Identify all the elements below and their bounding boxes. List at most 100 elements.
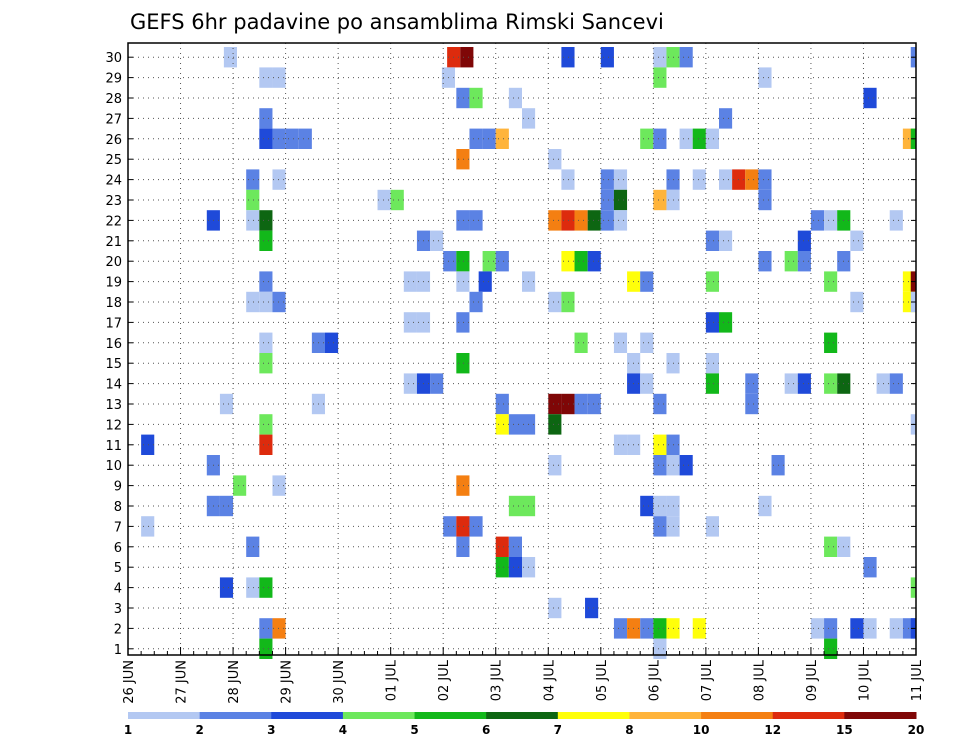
- y-tick-label: 15: [105, 357, 122, 372]
- precip-cell: [482, 251, 496, 272]
- precip-cell: [272, 169, 286, 190]
- precip-cell: [430, 230, 444, 251]
- precip-cell: [613, 210, 628, 231]
- precip-cell: [745, 169, 759, 190]
- x-tick-label: 27 JUN: [175, 660, 190, 704]
- precip-cell: [613, 332, 628, 353]
- x-axis: 26 JUN 27 JUN 28 JUN 29 JUN 30 JUN 01 JUL 02 J…: [122, 647, 925, 704]
- precip-cell: [469, 87, 483, 109]
- precip-cell: [259, 434, 273, 455]
- precip-cell: [653, 495, 667, 517]
- precip-cell: [850, 230, 864, 251]
- chart-title: GEFS 6hr padavine po ansamblima Rimski S…: [130, 10, 664, 34]
- precip-cell: [246, 210, 260, 231]
- x-tick-label: 09 JUL: [805, 659, 820, 701]
- precip-cell: [377, 189, 391, 211]
- precip-cell: [219, 495, 234, 517]
- precip-cell: [456, 353, 470, 374]
- precip-cell: [469, 291, 483, 313]
- precip-cell: [548, 393, 562, 415]
- x-tick-label: 10 JUL: [857, 659, 872, 701]
- precip-cell: [863, 618, 877, 639]
- x-tick-label: 06 JUL: [647, 659, 662, 701]
- precip-cell: [758, 495, 772, 517]
- precip-cell: [653, 638, 667, 659]
- precip-cell: [456, 87, 470, 109]
- precip-cell: [705, 230, 719, 251]
- y-tick-label: 18: [105, 296, 122, 311]
- y-tick-label: 7: [114, 520, 122, 535]
- precip-cell: [259, 577, 273, 598]
- legend-swatch: [271, 712, 344, 719]
- precip-cell: [141, 516, 155, 537]
- precip-cell: [679, 455, 693, 476]
- precip-cell: [889, 373, 903, 394]
- legend-label: 20: [908, 723, 925, 737]
- x-tick-label: 08 JUL: [752, 659, 767, 701]
- precip-cell: [810, 618, 825, 639]
- precip-cell: [784, 373, 798, 394]
- precip-cell: [758, 189, 772, 211]
- precip-cell: [443, 516, 457, 537]
- precip-cell: [719, 108, 733, 129]
- y-tick-label: 17: [105, 316, 122, 331]
- precip-cell: [692, 128, 706, 149]
- precip-cell: [548, 597, 562, 619]
- precip-cell: [585, 597, 599, 619]
- precip-cell: [508, 495, 522, 517]
- precip-cell: [548, 455, 562, 476]
- x-tick-label: 04 JUL: [542, 659, 557, 701]
- legend-swatch: [844, 712, 917, 719]
- y-tick-label: 1: [114, 643, 122, 658]
- precip-cell: [705, 312, 719, 333]
- y-tick-label: 9: [114, 480, 122, 495]
- precip-cell: [797, 251, 811, 272]
- precip-cell: [784, 251, 798, 272]
- y-tick-label: 4: [114, 582, 122, 597]
- precip-cell: [653, 516, 667, 537]
- precip-cell: [561, 393, 575, 415]
- precip-cell: [613, 169, 628, 190]
- precip-cell: [495, 251, 509, 272]
- precip-cell: [600, 189, 614, 211]
- precip-cell: [640, 495, 654, 517]
- precip-cell: [600, 210, 614, 231]
- precip-cell: [508, 536, 522, 557]
- precip-cell: [653, 455, 667, 476]
- precip-cell: [824, 618, 838, 639]
- precip-cell: [561, 251, 575, 272]
- precip-cell: [508, 87, 522, 109]
- precip-cell: [456, 251, 470, 272]
- x-tick-label: 30 JUN: [332, 660, 347, 704]
- precip-cell: [495, 536, 509, 557]
- legend-swatch: [414, 712, 487, 719]
- precip-cell: [430, 373, 444, 394]
- y-tick-label: 2: [114, 622, 122, 637]
- precip-cell: [469, 128, 483, 149]
- precip-cell: [640, 373, 654, 394]
- precip-cell: [640, 618, 654, 639]
- precip-cell: [456, 271, 470, 292]
- precip-cell: [758, 251, 772, 272]
- precip-cell: [272, 475, 286, 496]
- x-tick-label: 29 JUN: [280, 660, 295, 704]
- precip-cell: [219, 577, 234, 598]
- precip-cell: [272, 128, 286, 149]
- precip-cell: [272, 618, 286, 639]
- precip-cell: [456, 516, 470, 537]
- precip-cell: [824, 271, 838, 292]
- precip-cell: [758, 67, 772, 88]
- y-tick-label: 20: [105, 255, 122, 270]
- legend-swatch: [629, 712, 702, 719]
- precip-cell: [495, 393, 509, 415]
- precip-cell: [692, 618, 706, 639]
- y-tick-label: 25: [105, 153, 122, 168]
- precip-cell: [810, 210, 825, 231]
- y-axis: 1234567891011121314151617181920212223242…: [105, 51, 916, 658]
- y-tick-label: 27: [105, 112, 122, 127]
- precip-cell: [495, 128, 509, 149]
- precip-cell: [863, 557, 877, 578]
- precip-cell: [705, 373, 719, 394]
- precip-cell: [745, 393, 759, 415]
- precip-cell: [259, 414, 273, 435]
